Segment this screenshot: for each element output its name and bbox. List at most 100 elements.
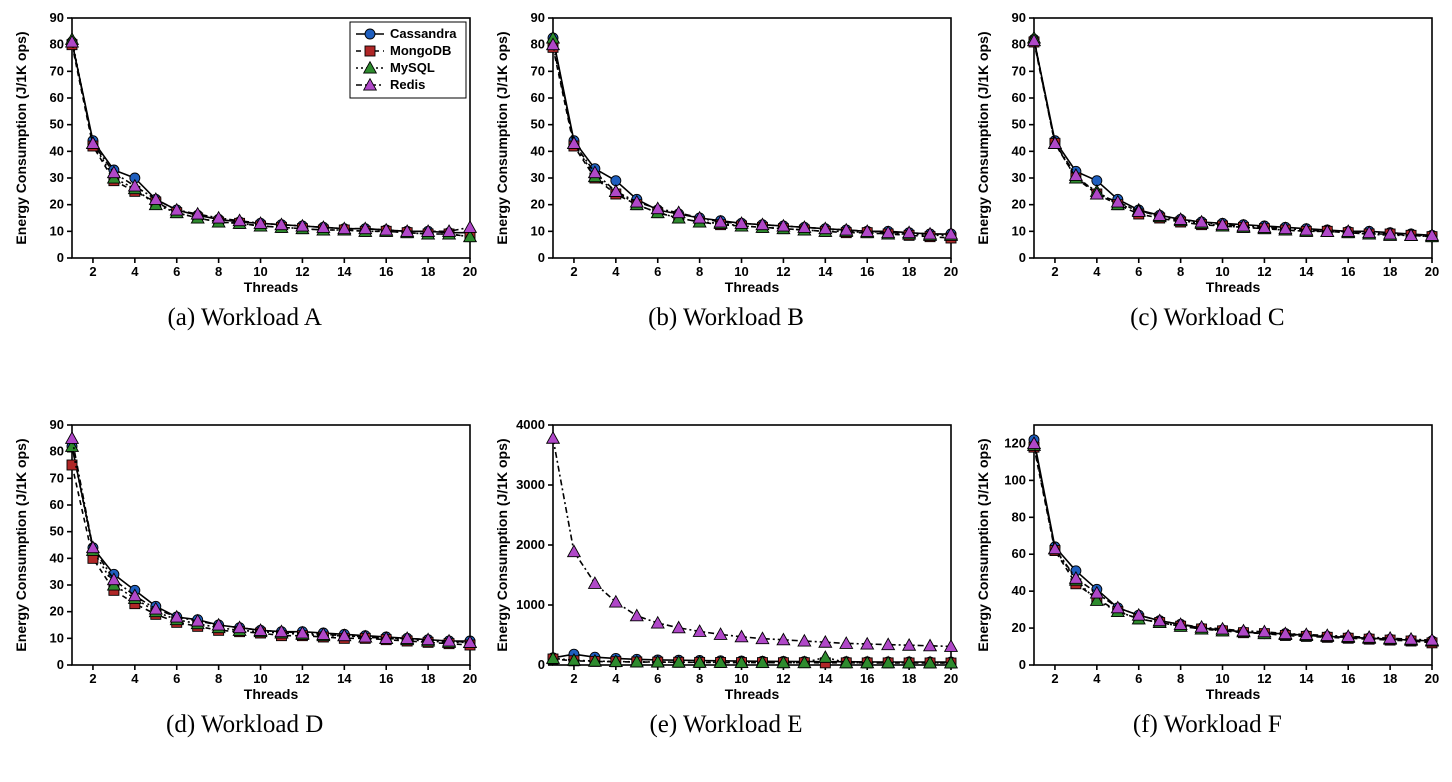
series-line-redis: [1034, 444, 1432, 641]
ytick-label: 20: [49, 197, 63, 212]
xtick-label: 16: [1341, 264, 1355, 279]
legend-marker: [365, 29, 375, 39]
xtick-label: 2: [1052, 264, 1059, 279]
ytick-label: 0: [1019, 657, 1026, 672]
series-markers-redis: [1028, 34, 1439, 240]
xtick-label: 2: [89, 671, 96, 686]
series-markers-redis: [547, 38, 958, 239]
series-line-cassandra: [553, 38, 951, 234]
ytick-label: 60: [49, 90, 63, 105]
panel-d: 01020304050607080902468101214161820Threa…: [8, 415, 481, 782]
ytick-label: 20: [531, 197, 545, 212]
xtick-label: 18: [421, 671, 435, 686]
panel-caption-f: (f) Workload F: [1133, 711, 1282, 739]
series-markers-redis: [1028, 437, 1439, 645]
series-line-mongodb: [1034, 42, 1432, 237]
xtick-label: 10: [253, 264, 267, 279]
xtick-label: 2: [570, 264, 577, 279]
ytick-label: 40: [49, 143, 63, 158]
xtick-label: 2: [89, 264, 96, 279]
xtick-label: 10: [1216, 264, 1230, 279]
series-line-redis: [553, 438, 951, 646]
ytick-label: 70: [531, 63, 545, 78]
ytick-label: 0: [538, 250, 545, 265]
xtick-label: 16: [1341, 671, 1355, 686]
series-markers-mysql: [1028, 32, 1439, 242]
xtick-label: 8: [696, 264, 703, 279]
ytick-label: 40: [1012, 583, 1026, 598]
xtick-label: 14: [818, 671, 833, 686]
series-markers-cassandra: [548, 33, 956, 239]
ytick-label: 70: [1012, 63, 1026, 78]
panel-b: 01020304050607080902468101214161820Threa…: [489, 8, 962, 375]
ytick-label: 40: [49, 550, 63, 565]
axes-frame: [553, 18, 951, 258]
series-markers-mongodb: [548, 42, 956, 243]
ytick-label: 0: [56, 657, 63, 672]
ytick-label: 20: [49, 604, 63, 619]
series-line-mongodb: [1034, 447, 1432, 643]
series-markers-cassandra: [1029, 34, 1437, 240]
panel-e: 010002000300040002468101214161820Threads…: [489, 415, 962, 782]
y-axis-label: Energy Consumption (J/1K ops): [975, 31, 991, 244]
ytick-label: 1000: [516, 597, 545, 612]
xtick-label: 2: [570, 671, 577, 686]
ytick-label: 0: [56, 250, 63, 265]
xtick-label: 8: [1177, 264, 1184, 279]
ytick-label: 60: [531, 90, 545, 105]
ytick-label: 10: [1012, 223, 1026, 238]
chart-panel-c: 01020304050607080902468101214161820Threa…: [972, 8, 1442, 298]
xtick-label: 4: [612, 671, 620, 686]
xtick-label: 10: [734, 264, 748, 279]
series-markers-mongodb: [1029, 37, 1437, 242]
xtick-label: 12: [776, 671, 790, 686]
y-axis-label: Energy Consumption (J/1K ops): [494, 31, 510, 244]
xtick-label: 20: [462, 264, 476, 279]
series-line-redis: [553, 45, 951, 234]
x-axis-label: Threads: [725, 279, 780, 295]
xtick-label: 18: [421, 264, 435, 279]
ytick-label: 40: [1012, 143, 1026, 158]
xtick-label: 12: [295, 264, 309, 279]
xtick-label: 6: [173, 264, 180, 279]
chart-panel-d: 01020304050607080902468101214161820Threa…: [10, 415, 480, 705]
ytick-label: 50: [49, 117, 63, 132]
xtick-label: 4: [131, 671, 139, 686]
series-line-redis: [1034, 41, 1432, 236]
y-axis-label: Energy Consumption (J/1K ops): [13, 31, 29, 244]
ytick-label: 0: [538, 657, 545, 672]
xtick-label: 14: [1299, 671, 1314, 686]
series-markers-mysql: [1028, 439, 1439, 646]
ytick-label: 70: [49, 63, 63, 78]
xtick-label: 6: [654, 671, 661, 686]
series-line-cassandra: [1034, 39, 1432, 235]
ytick-label: 70: [49, 470, 63, 485]
y-axis-label: Energy Consumption (J/1K ops): [494, 438, 510, 651]
ytick-label: 60: [1012, 90, 1026, 105]
xtick-label: 14: [1299, 264, 1314, 279]
ytick-label: 60: [49, 497, 63, 512]
x-axis-label: Threads: [1206, 686, 1261, 702]
x-axis-label: Threads: [243, 686, 298, 702]
series-markers-mongodb: [67, 460, 475, 650]
xtick-label: 6: [654, 264, 661, 279]
chart-panel-a: 01020304050607080902468101214161820Threa…: [10, 8, 480, 298]
ytick-label: 50: [49, 524, 63, 539]
ytick-label: 120: [1005, 435, 1027, 450]
xtick-label: 14: [818, 264, 833, 279]
y-axis-label: Energy Consumption (J/1K ops): [975, 438, 991, 651]
xtick-label: 18: [1383, 671, 1397, 686]
ytick-label: 50: [531, 117, 545, 132]
ytick-label: 90: [49, 417, 63, 432]
series-markers-mongodb: [1029, 442, 1437, 648]
series-markers-redis: [65, 432, 476, 647]
xtick-label: 6: [1135, 264, 1142, 279]
ytick-label: 20: [1012, 620, 1026, 635]
xtick-label: 16: [860, 671, 874, 686]
ytick-label: 4000: [516, 417, 545, 432]
series-line-mongodb: [553, 47, 951, 238]
series-line-mysql: [72, 446, 470, 642]
legend: Cassandra MongoDB MySQL Redis: [350, 22, 466, 98]
ytick-label: 50: [1012, 117, 1026, 132]
ytick-label: 20: [1012, 197, 1026, 212]
